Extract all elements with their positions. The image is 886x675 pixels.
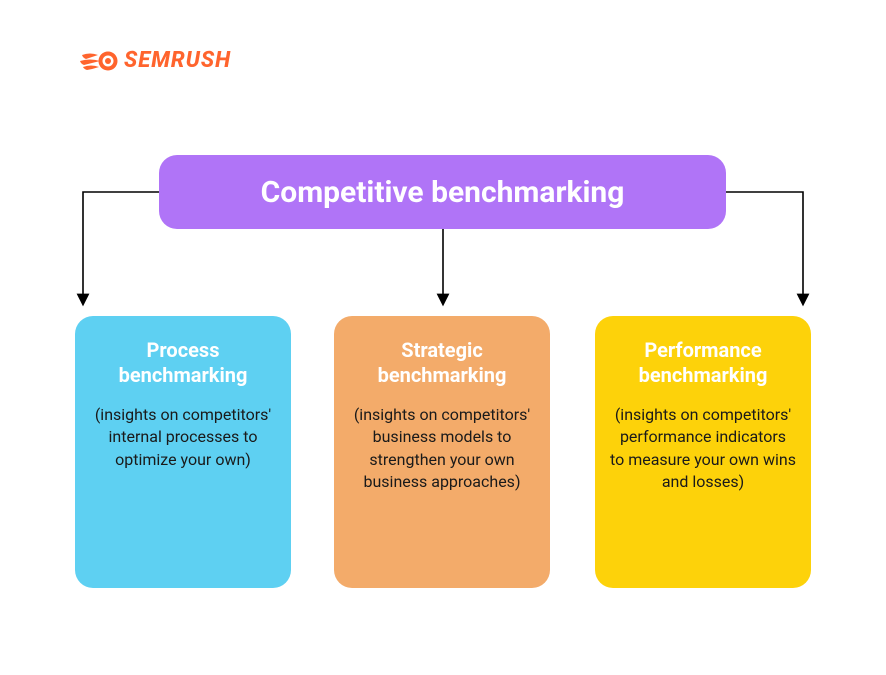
logo-text: SEMRUSH bbox=[124, 48, 231, 73]
child-node-1: Strategic benchmarking (insights on compe… bbox=[334, 316, 550, 588]
connector-arrow bbox=[83, 192, 159, 300]
main-node-title: Competitive benchmarking bbox=[261, 175, 625, 210]
child-node-0: Process benchmarking (insights on competi… bbox=[75, 316, 291, 588]
child-node-desc: (insights on competitors' internal proce… bbox=[89, 404, 277, 471]
child-node-desc: (insights on competitors' performance in… bbox=[609, 404, 797, 494]
flame-icon bbox=[80, 50, 118, 72]
connector-arrow bbox=[726, 192, 803, 300]
child-node-2: Performance benchmarking (insights on com… bbox=[595, 316, 811, 588]
child-node-title: Strategic benchmarking bbox=[348, 338, 536, 388]
child-node-title: Process benchmarking bbox=[89, 338, 277, 388]
main-node: Competitive benchmarking bbox=[159, 155, 726, 229]
child-node-title: Performance benchmarking bbox=[609, 338, 797, 388]
brand-logo: SEMRUSH bbox=[80, 48, 231, 73]
child-node-desc: (insights on competitors' business model… bbox=[348, 404, 536, 494]
